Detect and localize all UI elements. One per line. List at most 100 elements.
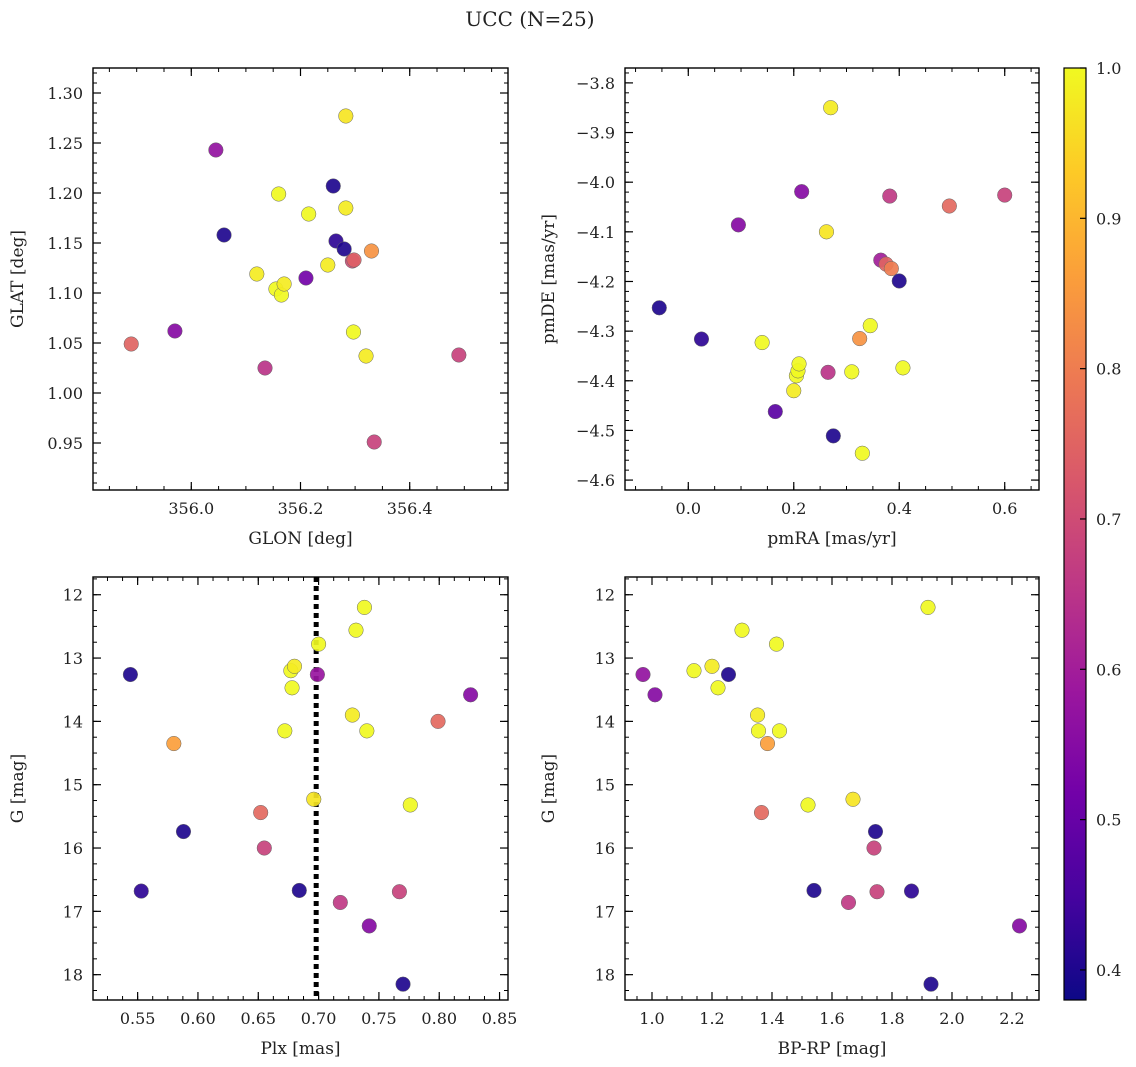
- colorbar-tick-label: 0.4: [1096, 961, 1121, 980]
- data-point: [750, 723, 767, 739]
- data-point: [903, 883, 920, 899]
- data-point: [786, 383, 802, 399]
- data-point: [463, 687, 479, 703]
- data-point: [867, 824, 884, 840]
- x-tick-label: 0.0: [676, 499, 701, 518]
- y-tick-label: 13: [63, 649, 83, 668]
- scatter-points: [123, 108, 467, 450]
- data-point: [309, 666, 325, 683]
- data-point: [253, 805, 269, 821]
- data-point: [366, 434, 382, 450]
- y-tick-label: −4.5: [576, 421, 615, 440]
- y-tick-label: 12: [63, 586, 83, 605]
- data-point: [1011, 918, 1028, 934]
- y-tick-label: 14: [595, 712, 615, 731]
- subplot-4: 1.0 1.2 1.4 1.6 1.8 2.0 2.2 12 13 14 15 16 17 18 BP-RP…: [539, 576, 1040, 1059]
- data-point: [823, 100, 839, 116]
- axes-frame: [624, 67, 1040, 491]
- y-axis-label: pmDE [mas/yr]: [539, 214, 559, 344]
- y-axis-label: G [mag]: [539, 754, 559, 823]
- data-point: [325, 178, 341, 194]
- subplot-1: 356.0 356.2 356.4 0.95 1.00 1.05 1.10 1.15 1.20 1…: [8, 67, 509, 549]
- data-point: [348, 622, 364, 638]
- y-tick-label: 1.20: [47, 184, 83, 203]
- data-point: [123, 336, 139, 352]
- data-point: [332, 894, 348, 911]
- data-point: [122, 666, 138, 683]
- x-tick-label: 356.0: [168, 499, 214, 518]
- colorbar-tick-label: 1.0: [1096, 59, 1121, 78]
- data-point: [356, 599, 372, 615]
- data-point: [862, 318, 878, 334]
- y-tick-label: 14: [63, 712, 83, 731]
- x-tick-label: 0.55: [120, 1009, 156, 1028]
- data-point: [840, 894, 857, 911]
- axes-frame: [92, 576, 509, 1001]
- data-point: [754, 334, 770, 351]
- data-point: [336, 241, 352, 257]
- scatter-points: [651, 100, 1013, 461]
- data-point: [166, 735, 182, 752]
- y-tick-label: 17: [595, 902, 615, 921]
- colorbar-gradient: [1064, 68, 1086, 1000]
- data-point: [167, 323, 183, 339]
- data-point: [710, 680, 726, 696]
- data-point: [346, 252, 362, 268]
- y-tick-label: −4.0: [576, 173, 615, 192]
- y-tick-label: −3.8: [576, 74, 615, 93]
- data-point: [941, 198, 957, 214]
- y-tick-label: 1.15: [47, 234, 83, 253]
- y-tick-label: 1.25: [47, 134, 83, 153]
- x-tick-label: 1.6: [819, 1009, 844, 1028]
- data-point: [306, 791, 322, 807]
- x-axis-label: pmRA [mas/yr]: [767, 529, 896, 549]
- data-point: [361, 918, 377, 934]
- data-point: [338, 200, 354, 216]
- data-point: [345, 324, 362, 340]
- data-point: [806, 882, 822, 899]
- y-tick-label: 15: [595, 776, 615, 795]
- y-tick-label: 16: [595, 839, 615, 858]
- scatter-points: [635, 599, 1028, 992]
- data-point: [635, 666, 651, 683]
- data-point: [320, 257, 336, 273]
- x-tick-label: 2.2: [999, 1009, 1024, 1028]
- data-point: [866, 840, 882, 856]
- x-tick-label: 0.60: [180, 1009, 216, 1028]
- colorbar-tick-label: 0.5: [1096, 811, 1121, 830]
- data-point: [800, 797, 816, 813]
- data-point: [767, 404, 783, 420]
- y-tick-label: 0.95: [47, 434, 83, 453]
- data-point: [391, 884, 407, 900]
- data-point: [359, 723, 375, 739]
- data-point: [882, 188, 898, 204]
- axes-frame: [92, 67, 509, 491]
- data-point: [818, 224, 835, 240]
- data-point: [895, 360, 911, 376]
- data-point: [291, 882, 307, 899]
- data-point: [276, 276, 292, 292]
- x-tick-label: 1.0: [639, 1009, 664, 1028]
- x-tick-label: 0.85: [482, 1009, 518, 1028]
- colorbar-tick-label: 0.6: [1096, 660, 1121, 679]
- data-point: [216, 227, 232, 243]
- data-point: [311, 636, 327, 652]
- y-tick-label: −4.4: [576, 372, 615, 391]
- y-tick-label: −4.3: [576, 322, 615, 341]
- x-tick-label: 2.0: [939, 1009, 964, 1028]
- data-point: [175, 824, 192, 840]
- data-point: [759, 735, 776, 752]
- data-point: [869, 884, 885, 900]
- y-tick-label: 12: [595, 586, 615, 605]
- y-tick-label: 15: [63, 776, 83, 795]
- x-tick-label: 0.2: [781, 499, 806, 518]
- x-tick-label: 0.4: [887, 499, 912, 518]
- data-point: [208, 142, 224, 158]
- data-point: [771, 723, 788, 739]
- y-tick-label: 16: [63, 839, 83, 858]
- data-point: [852, 331, 868, 347]
- y-tick-label: 1.30: [47, 84, 83, 103]
- data-point: [647, 687, 663, 703]
- colorbar: 0.4 0.5 0.6 0.7 0.8 0.9 1.0: [1063, 59, 1121, 1001]
